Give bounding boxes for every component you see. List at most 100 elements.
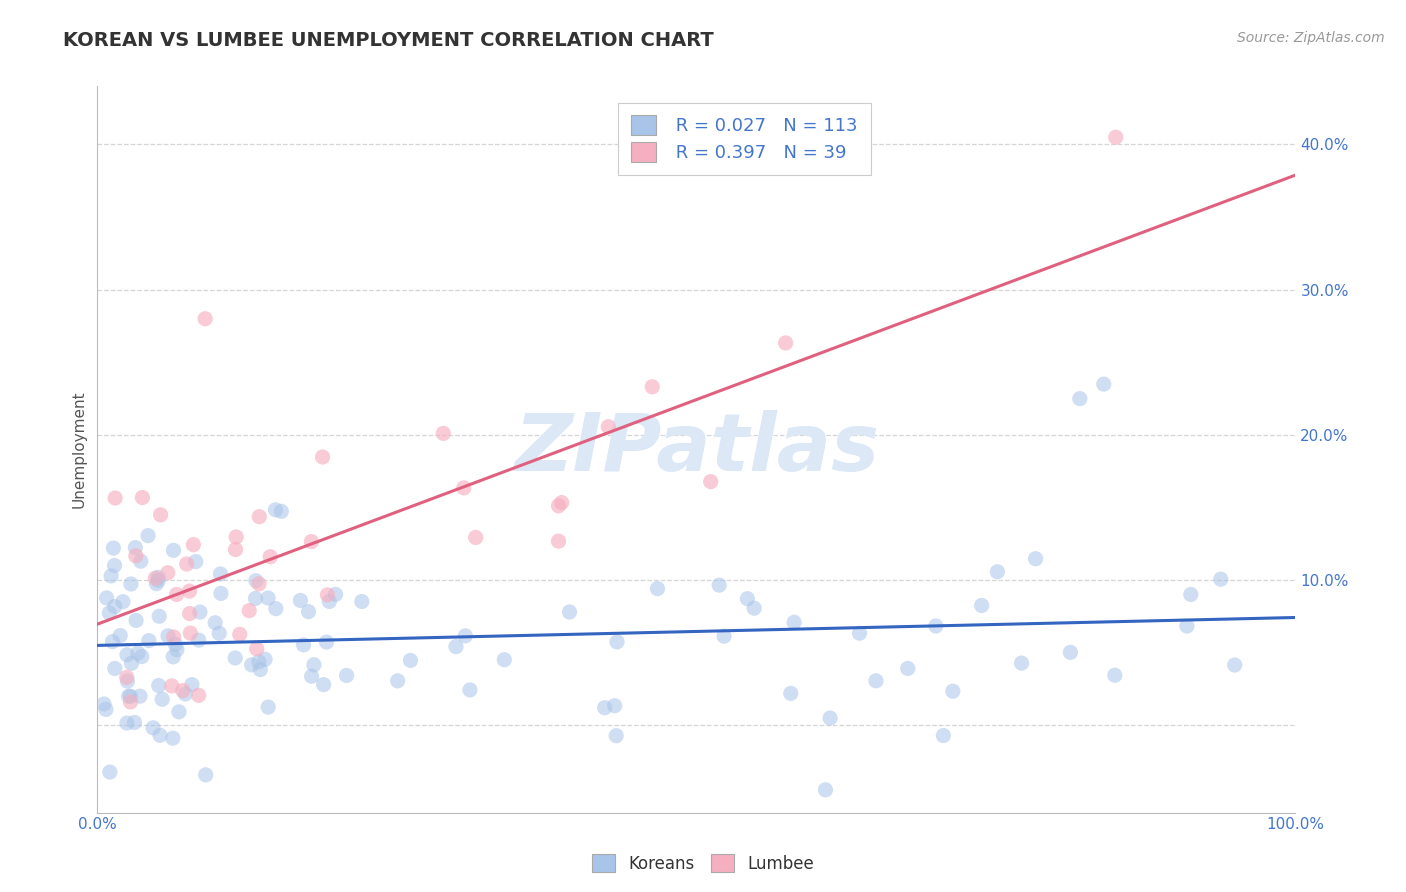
Point [932, 729, 955, 743]
Point [103, 558, 125, 573]
Point [183, 538, 205, 552]
Point [606, 635, 628, 649]
Point [245, 591, 267, 606]
Point [136, 528, 159, 542]
Point [742, 601, 765, 615]
Point [1223, 658, 1246, 673]
Legend:  R = 0.027   N = 113,  R = 0.397   N = 39: R = 0.027 N = 113, R = 0.397 N = 39 [619, 103, 870, 175]
Point [166, 642, 188, 657]
Point [299, 534, 322, 549]
Point [312, 678, 335, 692]
Point [179, 626, 201, 640]
Point [127, 646, 149, 660]
Point [986, 565, 1008, 579]
Point [336, 668, 359, 682]
Point [737, 591, 759, 606]
Point [318, 594, 340, 608]
Point [814, 782, 837, 797]
Point [1092, 377, 1115, 392]
Point [194, 768, 217, 782]
Point [245, 574, 267, 588]
Point [783, 615, 806, 630]
Point [117, 674, 139, 689]
Point [444, 640, 467, 654]
Point [165, 637, 187, 651]
Point [709, 578, 731, 592]
Point [179, 607, 201, 621]
Point [550, 495, 572, 509]
Point [108, 628, 131, 642]
Point [225, 542, 247, 557]
Text: Source: ZipAtlas.com: Source: ZipAtlas.com [1237, 31, 1385, 45]
Point [187, 633, 209, 648]
Point [138, 633, 160, 648]
Point [98, 606, 121, 620]
Point [350, 594, 373, 608]
Point [120, 690, 142, 704]
Point [131, 649, 153, 664]
Point [160, 679, 183, 693]
Point [311, 450, 333, 464]
Point [297, 605, 319, 619]
Point [598, 419, 620, 434]
Point [103, 541, 125, 555]
Point [163, 630, 186, 644]
Point [172, 683, 194, 698]
Point [865, 673, 887, 688]
Point [115, 648, 138, 662]
Legend: Koreans, Lumbee: Koreans, Lumbee [585, 847, 821, 880]
Point [1104, 668, 1126, 682]
Point [387, 673, 409, 688]
Point [240, 657, 263, 672]
Point [125, 614, 148, 628]
Point [148, 574, 170, 588]
Point [104, 599, 127, 614]
Point [204, 615, 226, 630]
Point [699, 475, 721, 489]
Point [111, 595, 134, 609]
Point [494, 653, 516, 667]
Point [194, 311, 217, 326]
Point [101, 634, 124, 648]
Point [458, 682, 481, 697]
Point [454, 629, 477, 643]
Point [1069, 392, 1091, 406]
Point [129, 554, 152, 568]
Point [181, 677, 204, 691]
Point [432, 426, 454, 441]
Point [713, 629, 735, 643]
Point [145, 576, 167, 591]
Point [209, 566, 232, 581]
Point [142, 721, 165, 735]
Point [131, 491, 153, 505]
Point [174, 687, 197, 701]
Point [100, 569, 122, 583]
Point [1011, 656, 1033, 670]
Point [98, 765, 121, 780]
Point [301, 669, 323, 683]
Point [270, 504, 292, 518]
Point [156, 566, 179, 580]
Point [146, 570, 169, 584]
Point [148, 679, 170, 693]
Point [593, 700, 616, 714]
Point [184, 555, 207, 569]
Point [129, 689, 152, 703]
Y-axis label: Unemployment: Unemployment [72, 391, 86, 508]
Point [120, 577, 142, 591]
Point [121, 657, 143, 671]
Point [302, 657, 325, 672]
Point [897, 661, 920, 675]
Point [187, 688, 209, 702]
Point [115, 716, 138, 731]
Point [93, 697, 115, 711]
Point [1175, 619, 1198, 633]
Point [120, 695, 142, 709]
Point [149, 728, 172, 742]
Point [325, 587, 347, 601]
Point [150, 692, 173, 706]
Point [641, 380, 664, 394]
Point [775, 335, 797, 350]
Point [1180, 587, 1202, 601]
Point [547, 534, 569, 549]
